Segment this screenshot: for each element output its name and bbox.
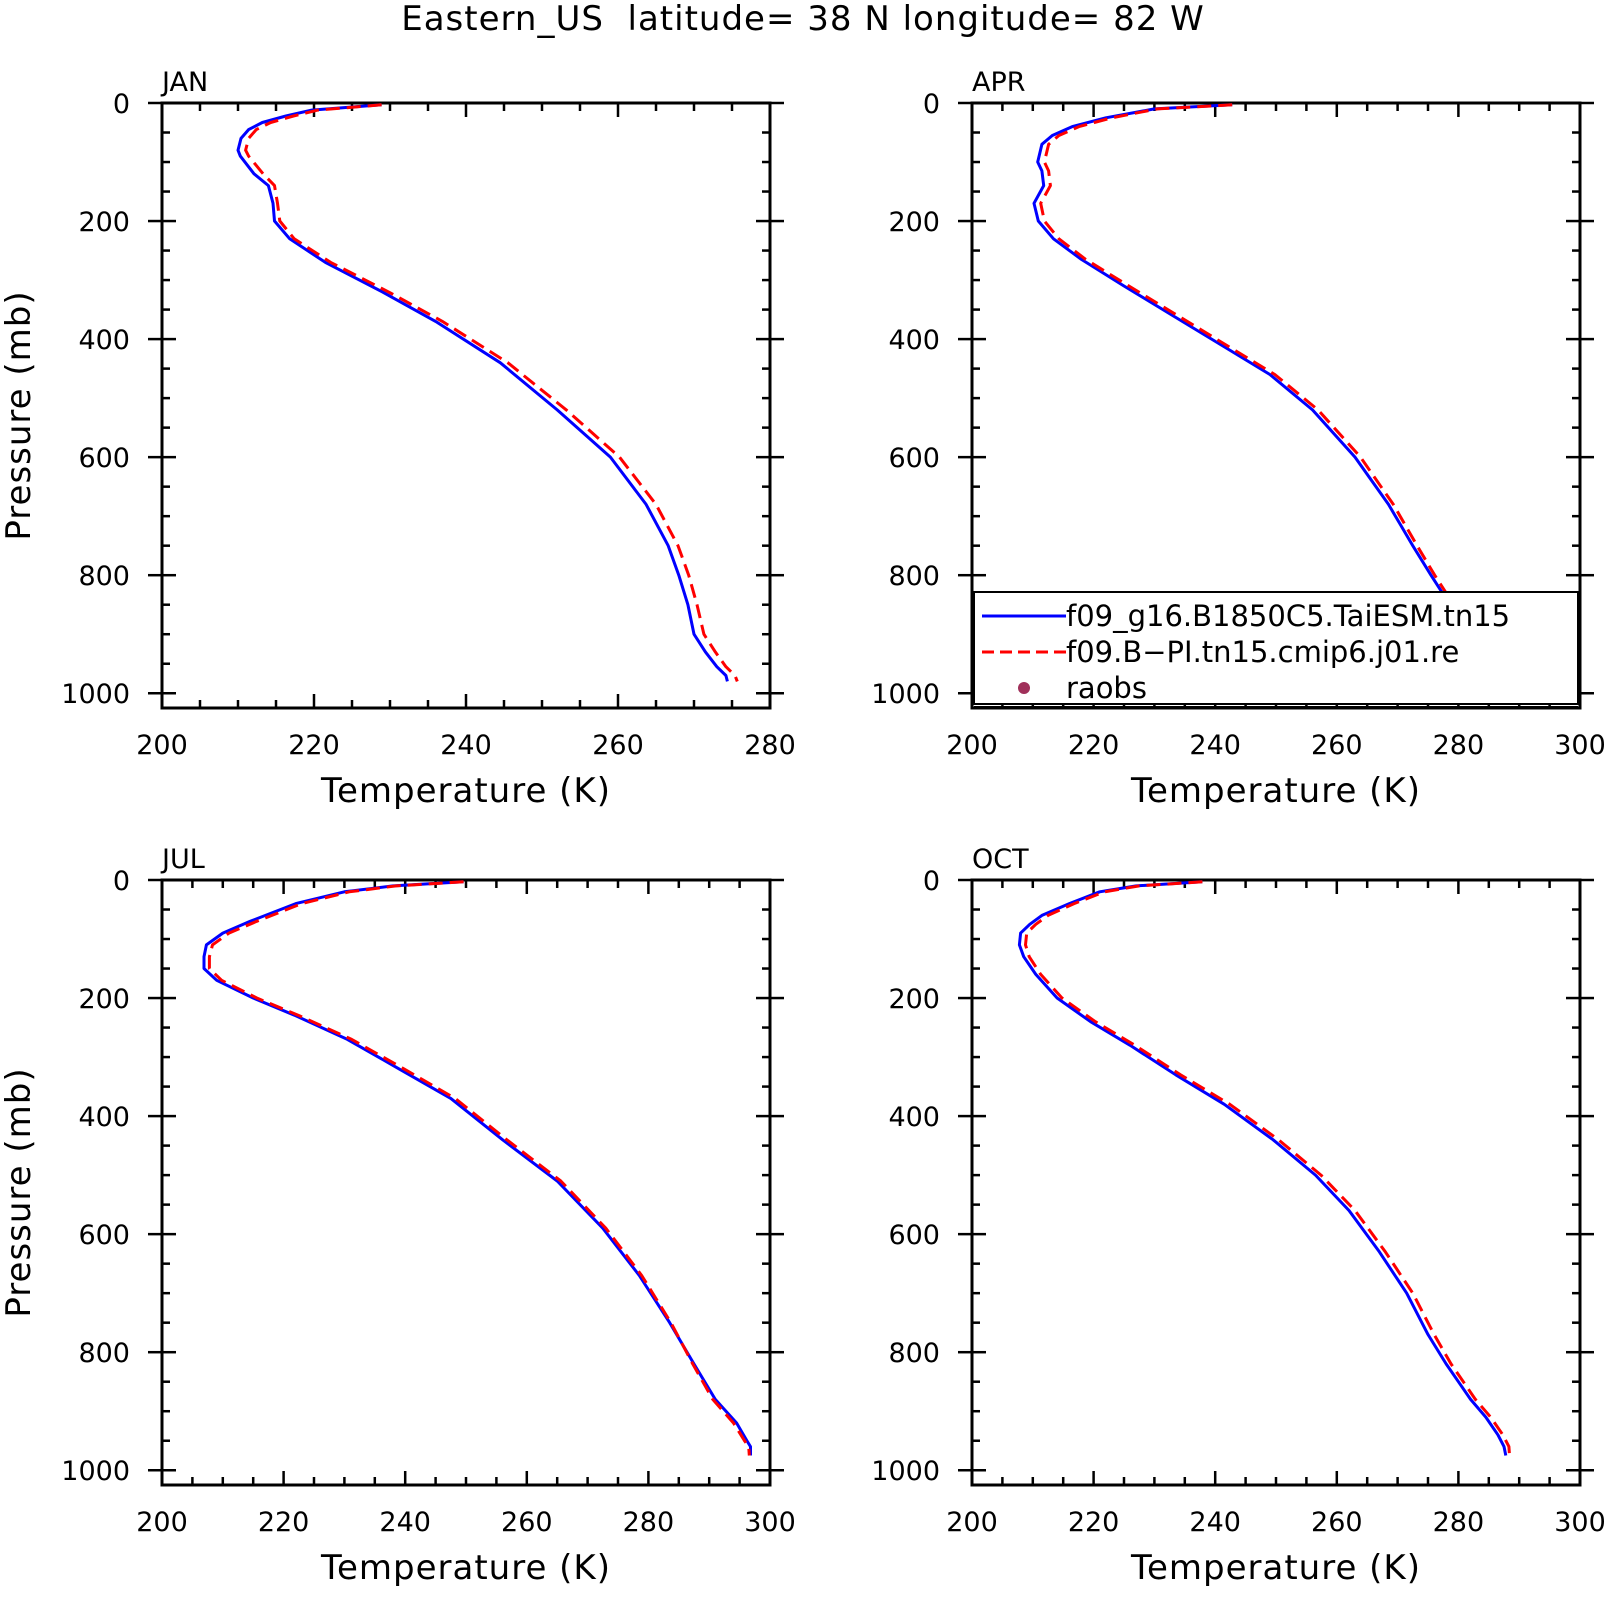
panel-label: OCT bbox=[972, 844, 1029, 875]
y-tick-label: 1000 bbox=[61, 1456, 130, 1487]
x-tick-label: 220 bbox=[258, 1507, 310, 1538]
legend-marker-dot bbox=[1018, 682, 1030, 694]
y-tick-label: 800 bbox=[78, 561, 130, 592]
x-tick-label: 300 bbox=[1554, 730, 1606, 761]
x-tick-label: 200 bbox=[136, 1507, 188, 1538]
y-tick-label: 400 bbox=[888, 325, 940, 356]
x-axis-title: Temperature (K) bbox=[320, 1548, 611, 1588]
y-tick-label: 200 bbox=[78, 984, 130, 1015]
panel-label: JAN bbox=[160, 67, 208, 98]
figure-title: Eastern_US latitude= 38 N longitude= 82 … bbox=[401, 0, 1205, 39]
x-tick-label: 240 bbox=[440, 730, 492, 761]
series-line-taiesm bbox=[236, 103, 729, 682]
x-tick-label: 260 bbox=[592, 730, 644, 761]
series-line-cmip6-j01 bbox=[244, 103, 739, 682]
y-tick-label: 800 bbox=[888, 1338, 940, 1369]
y-tick-label: 600 bbox=[888, 443, 940, 474]
series-line-taiesm bbox=[1032, 103, 1505, 676]
x-tick-label: 280 bbox=[623, 1507, 675, 1538]
y-tick-label: 400 bbox=[78, 325, 130, 356]
legend-label: f09_g16.B1850C5.TaiESM.tn15 bbox=[1066, 599, 1510, 633]
x-tick-label: 240 bbox=[1189, 730, 1241, 761]
panel-label: JUL bbox=[160, 844, 205, 875]
x-tick-label: 260 bbox=[1311, 730, 1363, 761]
y-axis-title: Pressure (mb) bbox=[0, 1067, 39, 1317]
y-tick-label: 200 bbox=[888, 984, 940, 1015]
x-tick-label: 280 bbox=[744, 730, 796, 761]
x-axis-title: Temperature (K) bbox=[1130, 771, 1421, 811]
panel-label: APR bbox=[972, 67, 1026, 98]
plot-frame bbox=[160, 878, 772, 1487]
x-tick-label: 280 bbox=[1433, 730, 1485, 761]
series-line-cmip6-j01 bbox=[1024, 880, 1511, 1456]
y-tick-label: 1000 bbox=[871, 1456, 940, 1487]
x-tick-label: 200 bbox=[136, 730, 188, 761]
y-tick-label: 0 bbox=[923, 866, 940, 897]
y-tick-label: 200 bbox=[78, 207, 130, 238]
y-tick-label: 600 bbox=[888, 1220, 940, 1251]
plot-frame bbox=[970, 878, 1582, 1487]
x-tick-label: 260 bbox=[501, 1507, 553, 1538]
y-tick-label: 600 bbox=[78, 443, 130, 474]
y-tick-label: 800 bbox=[78, 1338, 130, 1369]
legend-label: raobs bbox=[1066, 671, 1147, 705]
x-tick-label: 240 bbox=[1189, 1507, 1241, 1538]
x-tick-label: 220 bbox=[1068, 1507, 1120, 1538]
y-tick-label: 200 bbox=[888, 207, 940, 238]
y-axis-title: Pressure (mb) bbox=[0, 290, 39, 540]
series-line-cmip6-j01 bbox=[1039, 103, 1507, 676]
x-axis-title: Temperature (K) bbox=[1130, 1548, 1421, 1588]
x-tick-label: 240 bbox=[379, 1507, 431, 1538]
legend-box bbox=[973, 591, 1579, 705]
y-tick-label: 600 bbox=[78, 1220, 130, 1251]
x-tick-label: 260 bbox=[1311, 1507, 1363, 1538]
x-tick-label: 300 bbox=[744, 1507, 796, 1538]
x-axis-title: Temperature (K) bbox=[320, 771, 611, 811]
y-tick-label: 0 bbox=[113, 89, 130, 120]
x-tick-label: 220 bbox=[288, 730, 340, 761]
legend-label: f09.B−PI.tn15.cmip6.j01.re bbox=[1066, 635, 1459, 669]
x-tick-label: 220 bbox=[1068, 730, 1120, 761]
x-tick-label: 200 bbox=[946, 730, 998, 761]
series-line-cmip6-j01 bbox=[207, 880, 751, 1456]
x-tick-label: 280 bbox=[1433, 1507, 1485, 1538]
series-line-taiesm bbox=[202, 880, 752, 1456]
series-line-taiesm bbox=[1017, 880, 1508, 1456]
y-tick-label: 400 bbox=[78, 1102, 130, 1133]
y-tick-label: 800 bbox=[888, 561, 940, 592]
plot-frame bbox=[160, 101, 772, 710]
y-tick-label: 0 bbox=[113, 866, 130, 897]
legend: f09_g16.B1850C5.TaiESM.tn15f09.B−PI.tn15… bbox=[973, 591, 1579, 708]
y-tick-label: 1000 bbox=[871, 679, 940, 710]
x-tick-label: 200 bbox=[946, 1507, 998, 1538]
y-tick-label: 0 bbox=[923, 89, 940, 120]
x-tick-label: 300 bbox=[1554, 1507, 1606, 1538]
y-tick-label: 400 bbox=[888, 1102, 940, 1133]
y-tick-label: 1000 bbox=[61, 679, 130, 710]
